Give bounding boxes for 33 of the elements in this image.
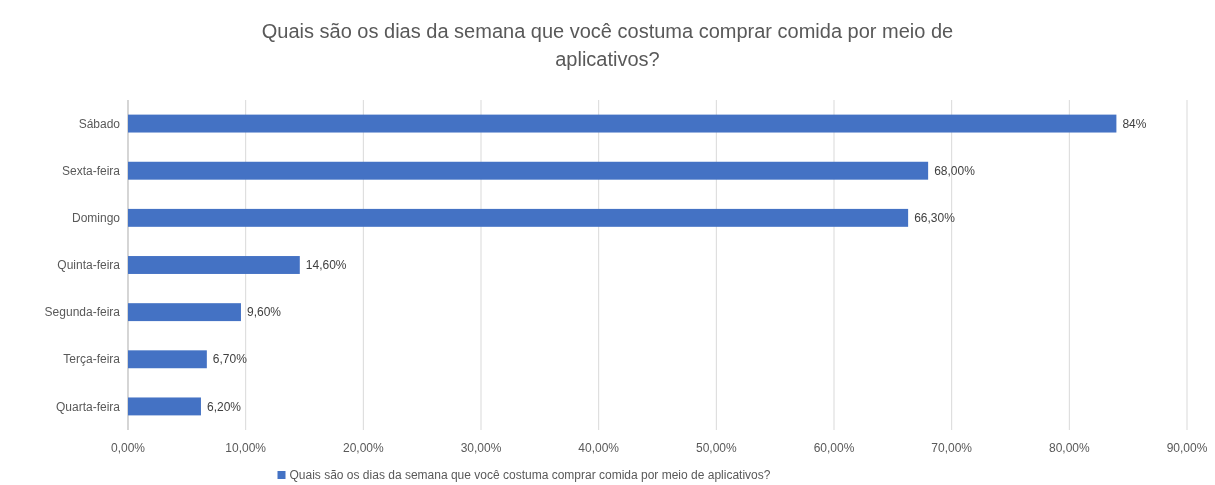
y-tick-label: Sábado <box>78 116 121 131</box>
bar <box>128 114 1117 133</box>
y-tick-label: Domingo <box>71 211 121 226</box>
y-tick-label: Sexta-feira <box>61 163 121 178</box>
data-label: 6,20% <box>206 399 242 414</box>
x-tick-label: 20,00% <box>342 441 385 455</box>
bar <box>128 303 241 322</box>
bar <box>128 350 207 369</box>
x-tick-label: 30,00% <box>460 441 502 455</box>
y-tick-label: Terça-feira <box>63 352 121 367</box>
bar <box>128 161 929 180</box>
bar <box>128 397 201 416</box>
x-tick-label: 80,00% <box>1048 441 1091 455</box>
data-label: 14,60% <box>305 258 347 273</box>
y-tick-label: Segunda-feira <box>44 305 121 320</box>
x-tick-label: 60,00% <box>813 441 855 455</box>
legend-label: Quais são os dias da semana que você costuma comprar comida por meio de aplicativos? <box>289 468 771 482</box>
x-tick-label: 90,00% <box>1166 441 1208 455</box>
bar <box>128 256 300 274</box>
x-tick-label: 40,00% <box>578 441 620 455</box>
y-tick-label: Quarta-feira <box>55 399 121 414</box>
x-tick-label: 70,00% <box>931 441 973 455</box>
bar <box>128 208 909 227</box>
x-tick-label: 0,00% <box>110 441 146 455</box>
y-tick-label: Quinta-feira <box>57 258 121 273</box>
data-label: 68,00% <box>934 163 976 178</box>
x-tick-label: 10,00% <box>225 441 267 455</box>
data-label: 9,60% <box>246 305 282 320</box>
data-label: 6,70% <box>212 352 248 367</box>
data-label: 84% <box>1122 116 1147 131</box>
chart-title: Quais são os dias da semana que você costuma comprar comida por meio de aplicativos? <box>261 20 954 70</box>
x-tick-label: 50,00% <box>695 441 738 455</box>
data-label: 66,30% <box>914 211 956 226</box>
